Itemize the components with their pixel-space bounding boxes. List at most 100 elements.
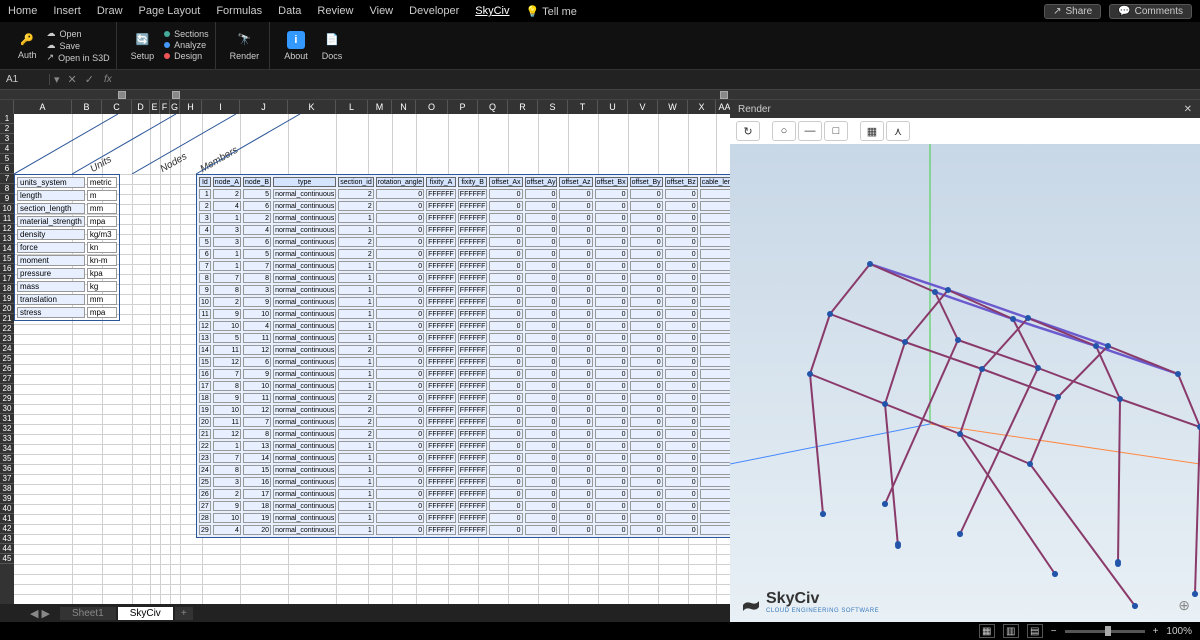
cell[interactable]: FFFFFF xyxy=(458,441,488,451)
line-tool-button[interactable]: — xyxy=(798,121,822,141)
row-number[interactable]: 35 xyxy=(0,454,14,464)
cell[interactable]: FFFFFF xyxy=(426,357,456,367)
column-header-cell[interactable]: offset_Bz xyxy=(665,177,698,187)
cell[interactable]: 0 xyxy=(525,489,558,499)
cell[interactable]: FFFFFF xyxy=(426,201,456,211)
cell[interactable]: 15 xyxy=(199,357,211,367)
cell[interactable]: 1 xyxy=(338,381,374,391)
cell[interactable]: 0 xyxy=(489,465,522,475)
cell[interactable]: 0 xyxy=(595,393,628,403)
menu-data[interactable]: Data xyxy=(278,5,301,17)
cell[interactable]: 0 xyxy=(376,393,424,403)
cell[interactable]: density xyxy=(17,229,85,240)
cell[interactable]: normal_continuous xyxy=(273,393,336,403)
cell[interactable]: mpa xyxy=(87,307,117,318)
cell[interactable]: normal_continuous xyxy=(273,297,336,307)
cell[interactable]: 1 xyxy=(338,321,374,331)
column-header-cell[interactable]: node_A xyxy=(213,177,241,187)
cell[interactable]: 0 xyxy=(376,333,424,343)
cell[interactable]: 0 xyxy=(525,477,558,487)
cell[interactable]: 2 xyxy=(338,393,374,403)
cell[interactable]: 9 xyxy=(199,285,211,295)
row-number[interactable]: 44 xyxy=(0,544,14,554)
column-header[interactable]: V xyxy=(628,100,658,114)
cell[interactable] xyxy=(700,225,730,235)
cell[interactable]: mass xyxy=(17,281,85,292)
ruler-handle[interactable] xyxy=(118,91,126,99)
cell[interactable]: 0 xyxy=(376,441,424,451)
cell[interactable]: 0 xyxy=(630,273,663,283)
column-header-cell[interactable]: offset_Bx xyxy=(595,177,628,187)
cell[interactable] xyxy=(700,441,730,451)
cell[interactable]: FFFFFF xyxy=(458,249,488,259)
row-number[interactable]: 38 xyxy=(0,484,14,494)
cell[interactable]: FFFFFF xyxy=(426,237,456,247)
column-header[interactable]: W xyxy=(658,100,688,114)
cell[interactable]: 0 xyxy=(559,309,592,319)
column-header[interactable]: B xyxy=(72,100,102,114)
cell[interactable]: normal_continuous xyxy=(273,429,336,439)
cell[interactable]: FFFFFF xyxy=(426,489,456,499)
cell[interactable]: normal_continuous xyxy=(273,225,336,235)
column-header[interactable]: O xyxy=(416,100,448,114)
cell[interactable]: 0 xyxy=(489,381,522,391)
cell[interactable]: 0 xyxy=(630,369,663,379)
cell[interactable]: normal_continuous xyxy=(273,501,336,511)
view-break-button[interactable]: ▤ xyxy=(1027,624,1043,638)
cell[interactable]: 0 xyxy=(376,285,424,295)
cell[interactable]: FFFFFF xyxy=(426,381,456,391)
column-header[interactable]: F xyxy=(160,100,170,114)
cell[interactable]: 2 xyxy=(338,237,374,247)
cell[interactable]: 19 xyxy=(199,405,211,415)
cell[interactable]: 0 xyxy=(595,525,628,535)
column-header[interactable]: Q xyxy=(478,100,508,114)
cell[interactable]: 0 xyxy=(376,417,424,427)
column-header[interactable]: AA xyxy=(716,100,730,114)
cell[interactable]: normal_continuous xyxy=(273,477,336,487)
row-number[interactable]: 10 xyxy=(0,204,14,214)
cell[interactable]: 0 xyxy=(595,465,628,475)
column-header[interactable]: C xyxy=(102,100,132,114)
cell[interactable]: 0 xyxy=(665,513,698,523)
cell[interactable]: 0 xyxy=(376,273,424,283)
column-header[interactable]: N xyxy=(392,100,416,114)
cell[interactable]: 15 xyxy=(243,465,271,475)
cell[interactable]: 0 xyxy=(665,417,698,427)
cell[interactable]: 0 xyxy=(630,297,663,307)
cell[interactable]: 0 xyxy=(525,309,558,319)
cell[interactable]: 2 xyxy=(338,345,374,355)
cell[interactable]: FFFFFF xyxy=(426,345,456,355)
cell[interactable]: 9 xyxy=(243,369,271,379)
row-number[interactable]: 2 xyxy=(0,124,14,134)
cell[interactable]: 0 xyxy=(559,405,592,415)
cell[interactable]: force xyxy=(17,242,85,253)
cell[interactable]: 0 xyxy=(665,357,698,367)
cell[interactable]: FFFFFF xyxy=(426,189,456,199)
cell[interactable]: FFFFFF xyxy=(426,441,456,451)
cell[interactable]: FFFFFF xyxy=(426,369,456,379)
row-number[interactable]: 8 xyxy=(0,184,14,194)
setup-button[interactable]: 🔄 Setup xyxy=(127,29,159,63)
cell[interactable]: 0 xyxy=(376,345,424,355)
cell[interactable]: FFFFFF xyxy=(426,321,456,331)
cell[interactable]: 19 xyxy=(243,513,271,523)
cell[interactable]: 0 xyxy=(630,429,663,439)
cell[interactable]: translation xyxy=(17,294,85,305)
cell[interactable]: 0 xyxy=(489,213,522,223)
cell[interactable]: 3 xyxy=(213,477,241,487)
cell[interactable]: 0 xyxy=(665,189,698,199)
row-number[interactable]: 11 xyxy=(0,214,14,224)
cell[interactable]: 1 xyxy=(338,333,374,343)
cell[interactable]: 1 xyxy=(338,453,374,463)
docs-button[interactable]: 📄 Docs xyxy=(318,29,347,63)
cell[interactable]: 17 xyxy=(243,489,271,499)
cell[interactable]: moment xyxy=(17,255,85,266)
cell[interactable]: 0 xyxy=(630,465,663,475)
cell[interactable]: 0 xyxy=(525,225,558,235)
cell[interactable]: 0 xyxy=(376,465,424,475)
cell[interactable]: 0 xyxy=(630,453,663,463)
cell[interactable]: 1 xyxy=(338,501,374,511)
cell[interactable]: 0 xyxy=(665,321,698,331)
row-number[interactable]: 7 xyxy=(0,174,14,184)
design-button[interactable]: Design xyxy=(164,51,209,61)
